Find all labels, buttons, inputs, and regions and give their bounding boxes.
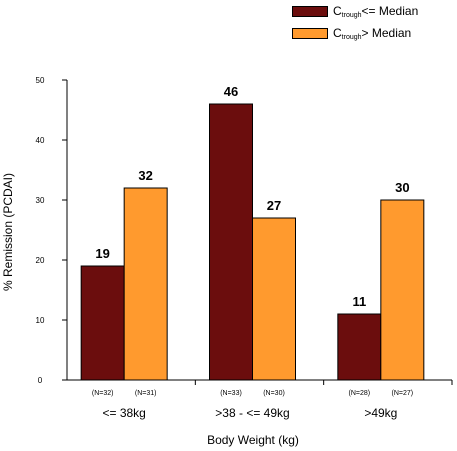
x-tick-label: >38 - <= 49kg xyxy=(215,406,289,420)
bar xyxy=(80,265,125,381)
bar-n-label: (N=31) xyxy=(135,390,157,397)
legend-swatch-below-median xyxy=(292,5,328,17)
bar-value-label: 27 xyxy=(267,198,281,213)
bar-n-label: (N=28) xyxy=(349,390,371,397)
y-tick-label: 10 xyxy=(36,316,45,325)
legend-item-above-median: Ctrough> Median xyxy=(292,25,412,41)
legend-label-below-median: Ctrough<= Median xyxy=(333,3,419,19)
y-tick-label: 0 xyxy=(38,376,43,385)
legend-item-below-median: Ctrough<= Median xyxy=(292,3,419,19)
legend: Ctrough<= Median Ctrough> Median xyxy=(292,0,457,45)
y-axis-label: % Remission (PCDAI) xyxy=(1,173,15,291)
bar-value-label: 46 xyxy=(224,84,238,99)
x-tick-label: <= 38kg xyxy=(102,406,145,420)
bar-n-label: (N=27) xyxy=(392,390,414,397)
y-tick-label: 50 xyxy=(36,76,45,85)
bar-value-label: 19 xyxy=(95,246,109,261)
x-axis-label: Body Weight (kg) xyxy=(207,433,299,447)
bars: 19 32 46 27 11 30 xyxy=(80,84,425,381)
y-tick-label: 20 xyxy=(36,256,45,265)
bar-n-label: (N=32) xyxy=(92,390,114,397)
bar xyxy=(380,199,425,381)
legend-label-above-median: Ctrough> Median xyxy=(333,25,412,41)
x-axis: (N=32) (N=31) <= 38kg (N=33) (N=30) >38 - <= … xyxy=(67,379,453,420)
y-axis: 0 10 20 30 40 50 xyxy=(36,76,68,385)
bar xyxy=(123,187,168,381)
bar xyxy=(252,217,296,381)
bar-value-label: 30 xyxy=(395,180,409,195)
bar-n-label: (N=30) xyxy=(263,390,285,397)
bar xyxy=(209,103,253,381)
x-tick-label: >49kg xyxy=(364,406,397,420)
legend-swatch-above-median xyxy=(292,27,328,39)
bar-value-label: 32 xyxy=(138,168,152,183)
y-tick-label: 30 xyxy=(36,196,45,205)
y-tick-label: 40 xyxy=(36,136,45,145)
bar-n-label: (N=33) xyxy=(220,390,242,397)
bar xyxy=(337,313,382,381)
bar-value-label: 11 xyxy=(352,294,366,309)
